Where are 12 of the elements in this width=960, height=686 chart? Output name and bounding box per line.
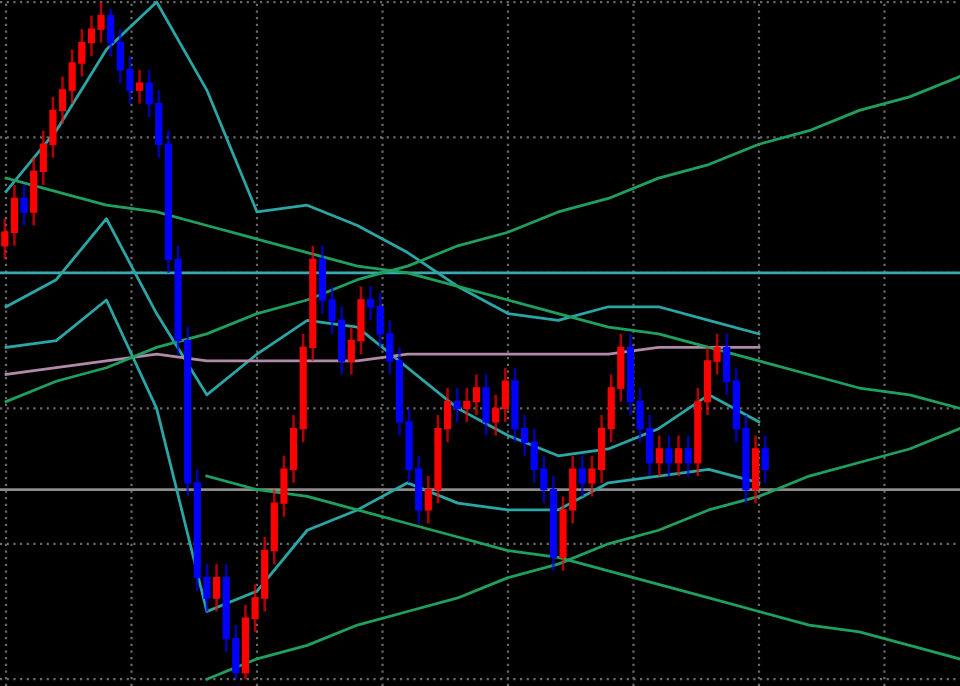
candlestick bbox=[482, 373, 490, 437]
candlestick bbox=[674, 434, 683, 478]
candlestick bbox=[665, 434, 673, 478]
candlestick bbox=[20, 183, 28, 227]
candlestick bbox=[655, 434, 663, 478]
candlestick bbox=[135, 68, 144, 105]
candlestick bbox=[453, 386, 461, 424]
candlestick bbox=[761, 434, 769, 485]
candlestick bbox=[751, 434, 760, 505]
candlestick bbox=[212, 562, 221, 613]
candlestick bbox=[578, 454, 586, 498]
candlestick bbox=[684, 434, 692, 478]
